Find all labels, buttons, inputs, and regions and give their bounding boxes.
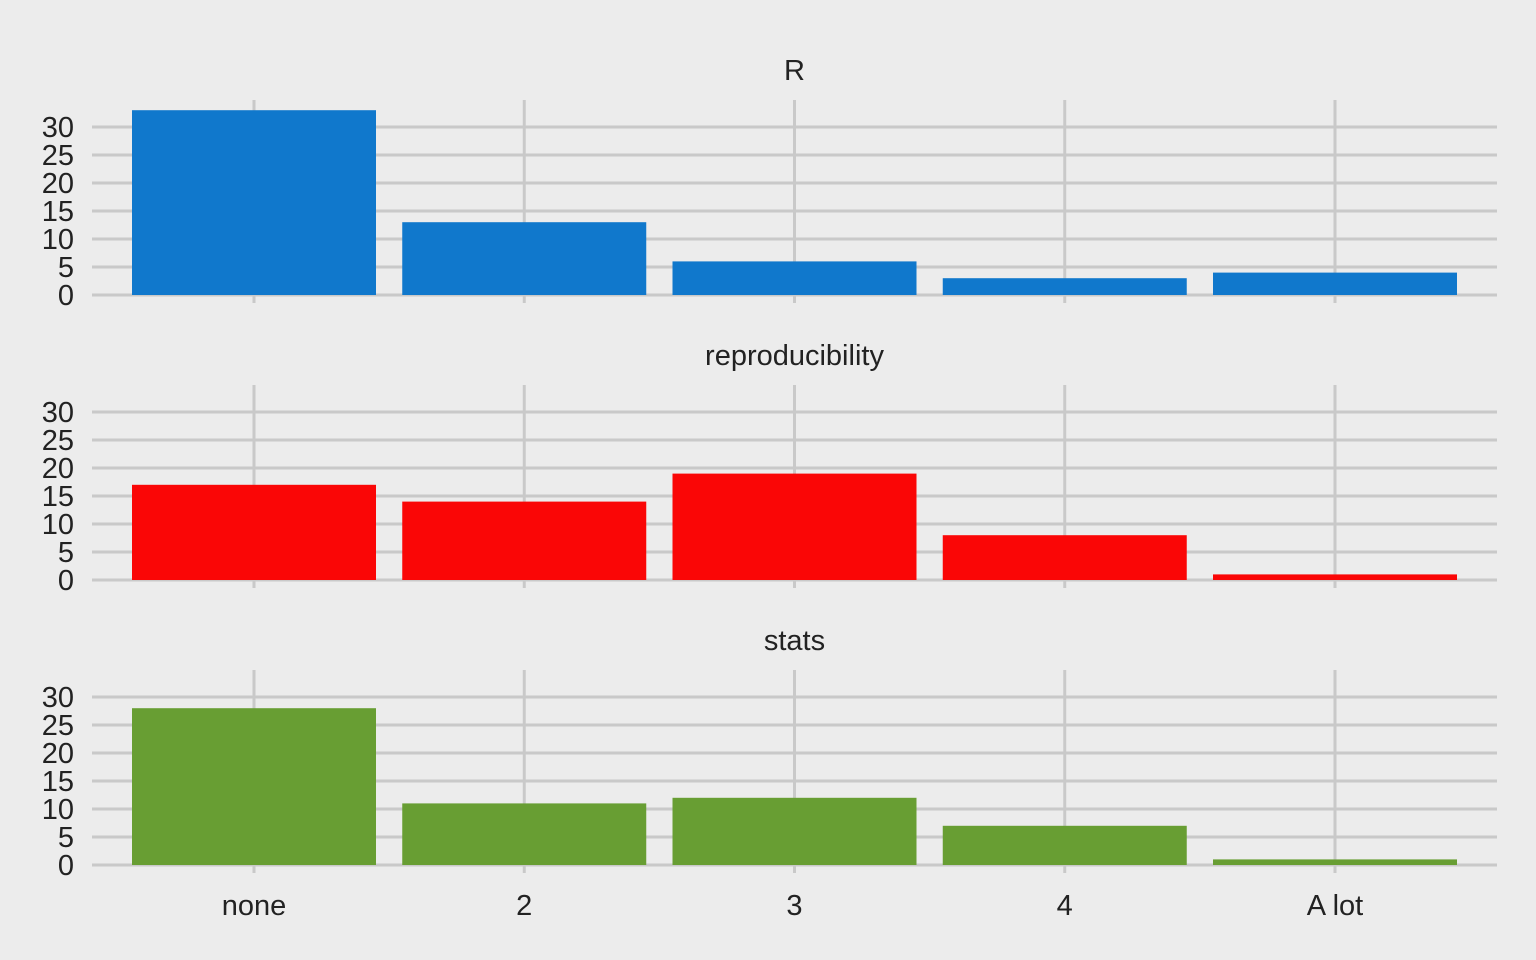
x-axis: none 2 3 4 A lot: [222, 890, 1363, 922]
bar-4: [942, 825, 1187, 865]
x-tick-label: none: [222, 890, 287, 922]
bar-2: [402, 803, 647, 865]
y-tick-label: 20: [42, 738, 74, 770]
panel-title: R: [784, 55, 805, 87]
y-tick-label: 30: [42, 682, 74, 714]
bar-none: [132, 708, 376, 865]
y-tick-label: 0: [58, 280, 74, 312]
bar-3: [672, 797, 917, 865]
y-tick-label: 5: [58, 252, 74, 284]
y-tick-label: 10: [42, 794, 74, 826]
bar-3: [672, 261, 917, 295]
panel-title: reproducibility: [705, 340, 884, 372]
bar-4: [942, 278, 1187, 295]
y-tick-label: 25: [42, 425, 74, 457]
y-tick-label: 0: [58, 850, 74, 882]
x-tick-label: A lot: [1307, 890, 1363, 922]
y-tick-label: 20: [42, 168, 74, 200]
y-tick-label: 25: [42, 140, 74, 172]
x-tick-label: 3: [786, 890, 802, 922]
bar-a-lot: [1213, 574, 1457, 580]
bar-none: [132, 110, 376, 295]
y-tick-label: 30: [42, 112, 74, 144]
y-tick-label: 25: [42, 710, 74, 742]
y-tick-label: 5: [58, 822, 74, 854]
y-tick-label: 15: [42, 766, 74, 798]
bar-none: [132, 484, 376, 580]
y-tick-label: 10: [42, 224, 74, 256]
y-tick-label: 15: [42, 196, 74, 228]
x-tick-label: 2: [516, 890, 532, 922]
bar-a-lot: [1213, 272, 1457, 295]
bar-4: [942, 535, 1187, 580]
bar-3: [672, 473, 917, 580]
y-tick-label: 20: [42, 453, 74, 485]
panel-title: stats: [764, 625, 825, 657]
y-tick-label: 30: [42, 397, 74, 429]
bar-2: [402, 501, 647, 580]
y-tick-label: 0: [58, 565, 74, 597]
y-tick-label: 10: [42, 509, 74, 541]
bar-a-lot: [1213, 859, 1457, 865]
bar-2: [402, 222, 647, 295]
x-tick-label: 4: [1057, 890, 1073, 922]
y-tick-label: 15: [42, 481, 74, 513]
y-tick-label: 5: [58, 537, 74, 569]
